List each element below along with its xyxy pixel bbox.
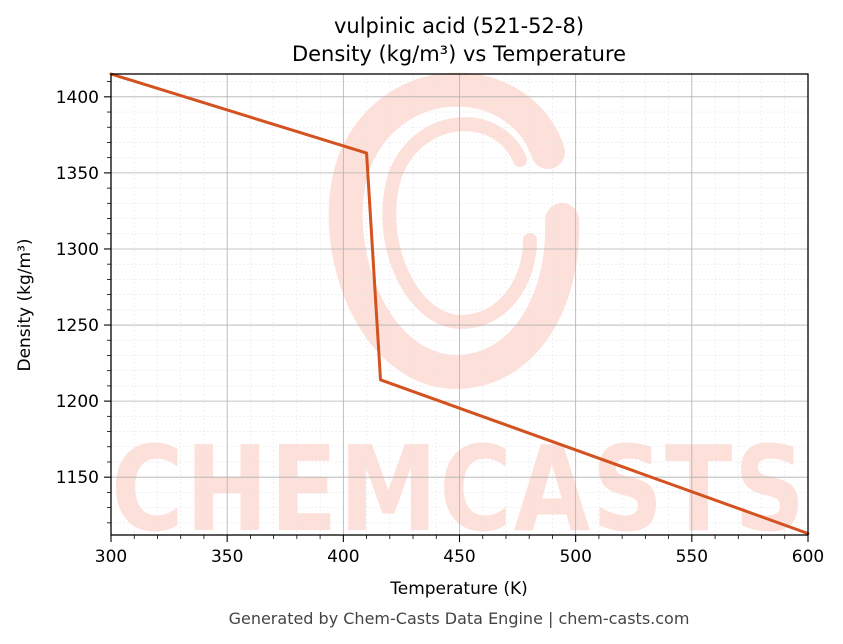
density-series-line — [109, 72, 810, 535]
y-tick-label: 1350 — [56, 164, 99, 184]
x-tick-label: 400 — [327, 547, 359, 567]
x-tick-label: 300 — [95, 547, 127, 567]
x-tick-label: 550 — [676, 547, 708, 567]
y-axis-ticks: 1150 1200 1250 1300 1350 1400 — [56, 81, 111, 524]
y-tick-label: 1300 — [56, 240, 99, 260]
series-layer — [109, 72, 810, 535]
y-axis-label: Density (kg/m³) — [15, 238, 35, 371]
y-tick-label: 1200 — [56, 392, 99, 412]
x-tick-label: 500 — [559, 547, 591, 567]
x-tick-label: 450 — [443, 547, 475, 567]
x-tick-label: 350 — [211, 547, 243, 567]
chart-subtitle: Density (kg/m³) vs Temperature — [292, 42, 626, 66]
chart-title: vulpinic acid (521-52-8) — [334, 14, 584, 38]
watermark: CHEMCASTS — [111, 72, 805, 558]
watermark-logo-swirl — [328, 72, 580, 390]
x-axis-label: Temperature (K) — [389, 579, 528, 599]
x-axis-ticks: 300 350 400 450 500 550 600 — [95, 535, 824, 567]
footer-credit: Generated by Chem-Casts Data Engine | ch… — [229, 609, 690, 628]
y-tick-label: 1400 — [56, 88, 99, 108]
y-tick-label: 1150 — [56, 468, 99, 488]
y-tick-label: 1250 — [56, 316, 99, 336]
x-tick-label: 600 — [792, 547, 824, 567]
